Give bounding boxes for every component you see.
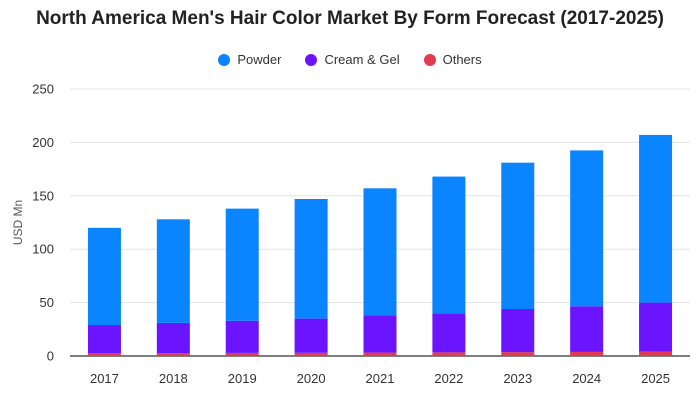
y-axis-title: USD Mn bbox=[11, 200, 25, 245]
legend-item-cream-gel[interactable]: Cream & Gel bbox=[305, 52, 400, 67]
bar-cream-gel-2021 bbox=[363, 315, 397, 353]
y-tick-label: 150 bbox=[32, 188, 54, 203]
bar-powder-2021 bbox=[363, 188, 397, 316]
bar-cream-gel-2018 bbox=[156, 322, 190, 354]
bar-others-2018 bbox=[156, 353, 190, 356]
bar-powder-2023 bbox=[501, 162, 535, 310]
bar-cream-gel-2023 bbox=[501, 309, 535, 353]
bar-others-2017 bbox=[87, 353, 121, 356]
x-tick-label: 2021 bbox=[366, 371, 395, 386]
bar-cream-gel-2025 bbox=[639, 302, 673, 352]
x-tick-label: 2018 bbox=[159, 371, 188, 386]
bar-others-2019 bbox=[225, 352, 259, 356]
bar-powder-2017 bbox=[87, 227, 121, 326]
x-tick-label: 2022 bbox=[434, 371, 463, 386]
bar-powder-2019 bbox=[225, 208, 259, 321]
bar-cream-gel-2017 bbox=[87, 325, 121, 354]
bar-others-2021 bbox=[363, 352, 397, 356]
y-tick-label: 200 bbox=[32, 135, 54, 150]
bar-powder-2025 bbox=[639, 134, 673, 303]
bar-cream-gel-2019 bbox=[225, 320, 259, 353]
x-tick-label: 2019 bbox=[228, 371, 257, 386]
bar-powder-2022 bbox=[432, 176, 466, 314]
legend-item-others[interactable]: Others bbox=[423, 52, 482, 67]
bar-powder-2020 bbox=[294, 199, 328, 319]
bar-others-2020 bbox=[294, 352, 328, 356]
legend-marker-others bbox=[423, 53, 436, 66]
x-tick-label: 2017 bbox=[90, 371, 119, 386]
bar-others-2023 bbox=[501, 352, 535, 356]
bar-others-2025 bbox=[639, 351, 673, 356]
bar-cream-gel-2022 bbox=[432, 313, 466, 353]
bar-powder-2018 bbox=[156, 219, 190, 323]
legend-marker-cream-gel bbox=[305, 53, 318, 66]
bar-cream-gel-2024 bbox=[570, 306, 604, 352]
legend-marker-powder bbox=[218, 53, 231, 66]
legend-label-cream-gel: Cream & Gel bbox=[324, 52, 400, 67]
x-tick-label: 2023 bbox=[503, 371, 532, 386]
bar-cream-gel-2020 bbox=[294, 318, 328, 353]
legend-item-powder[interactable]: Powder bbox=[218, 52, 281, 67]
x-tick-label: 2025 bbox=[641, 371, 670, 386]
bar-others-2024 bbox=[570, 351, 604, 356]
x-tick-label: 2020 bbox=[297, 371, 326, 386]
y-tick-label: 0 bbox=[47, 349, 54, 364]
x-tick-label: 2024 bbox=[572, 371, 601, 386]
legend-label-powder: Powder bbox=[237, 52, 282, 67]
chart-title: North America Men's Hair Color Market By… bbox=[36, 8, 664, 29]
legend-label-others: Others bbox=[442, 52, 482, 67]
bar-others-2022 bbox=[432, 352, 466, 356]
y-tick-label: 250 bbox=[32, 82, 54, 97]
legend: Powder Cream & Gel Others bbox=[0, 52, 700, 67]
y-tick-label: 100 bbox=[32, 242, 54, 257]
bar-powder-2024 bbox=[570, 150, 604, 307]
y-tick-label: 50 bbox=[40, 295, 54, 310]
